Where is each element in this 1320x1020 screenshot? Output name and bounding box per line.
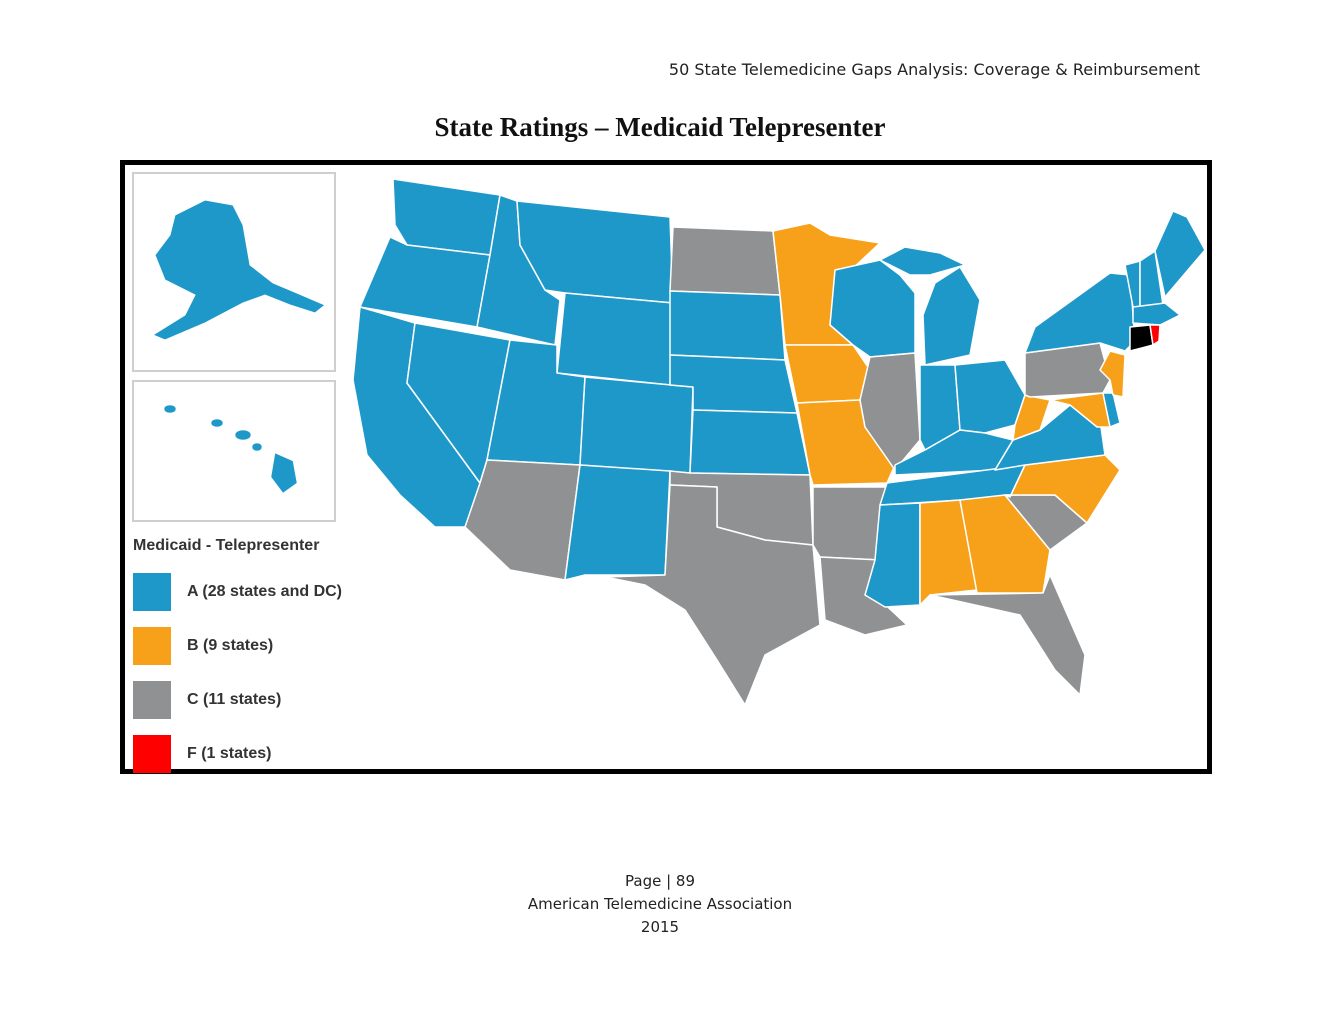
page-number: Page | 89 — [625, 872, 695, 890]
state-RI — [1149, 324, 1161, 346]
legend-label-f: F (1 states) — [187, 745, 272, 762]
state-MA — [1132, 302, 1181, 326]
state-GA — [959, 494, 1051, 594]
state-ME — [1154, 210, 1206, 298]
legend-item-f: F (1 states) — [133, 727, 342, 781]
legend-label-a: A (28 states and DC) — [187, 583, 342, 600]
state-SD — [669, 290, 786, 361]
legend-item-c: C (11 states) — [133, 673, 342, 727]
footer-organization: American Telemedicine Association — [527, 895, 793, 913]
state-HI — [163, 404, 298, 494]
state-MI — [922, 266, 981, 366]
state-TX — [604, 484, 821, 706]
state-NM — [564, 464, 671, 581]
legend-item-a: A (28 states and DC) — [133, 565, 342, 619]
state-AZ — [464, 459, 581, 581]
state-WY — [556, 292, 674, 386]
state-IA — [784, 344, 871, 404]
state-FL — [929, 574, 1086, 696]
legend-label-c: C (11 states) — [187, 691, 282, 708]
state-KY — [894, 429, 1014, 476]
legend-swatch-f — [133, 735, 171, 773]
legend-item-b: B (9 states) — [133, 619, 342, 673]
page-title: State Ratings – Medicaid Telepresenter — [434, 112, 886, 142]
legend-title: Medicaid - Telepresenter — [133, 537, 320, 554]
state-OH — [954, 359, 1026, 434]
state-KS — [689, 409, 811, 476]
state-ND — [669, 226, 781, 296]
map-legend: Medicaid - Telepresenter A (28 states an… — [133, 537, 342, 781]
map-frame: Medicaid - Telepresenter A (28 states an… — [120, 160, 1212, 774]
state-AK — [151, 199, 326, 341]
legend-swatch-a — [133, 573, 171, 611]
running-header: 50 State Telemedicine Gaps Analysis: Cov… — [668, 60, 1200, 79]
legend-label-b: B (9 states) — [187, 637, 274, 654]
state-NJ — [1099, 350, 1126, 398]
us-map — [132, 172, 1206, 706]
legend-swatch-c — [133, 681, 171, 719]
state-AL — [919, 499, 978, 606]
footer-year: 2015 — [640, 918, 680, 936]
legend-swatch-b — [133, 627, 171, 665]
state-NY — [1024, 272, 1136, 354]
state-WA — [392, 178, 501, 256]
state-DE — [1102, 392, 1121, 428]
state-WV — [1012, 394, 1051, 441]
state-MI-UP — [879, 246, 966, 276]
hawaii-inset-frame — [132, 380, 336, 522]
state-CT — [1129, 324, 1154, 352]
state-CO — [579, 376, 694, 474]
page-footer: Page | 89 American Telemedicine Associat… — [0, 870, 1320, 939]
